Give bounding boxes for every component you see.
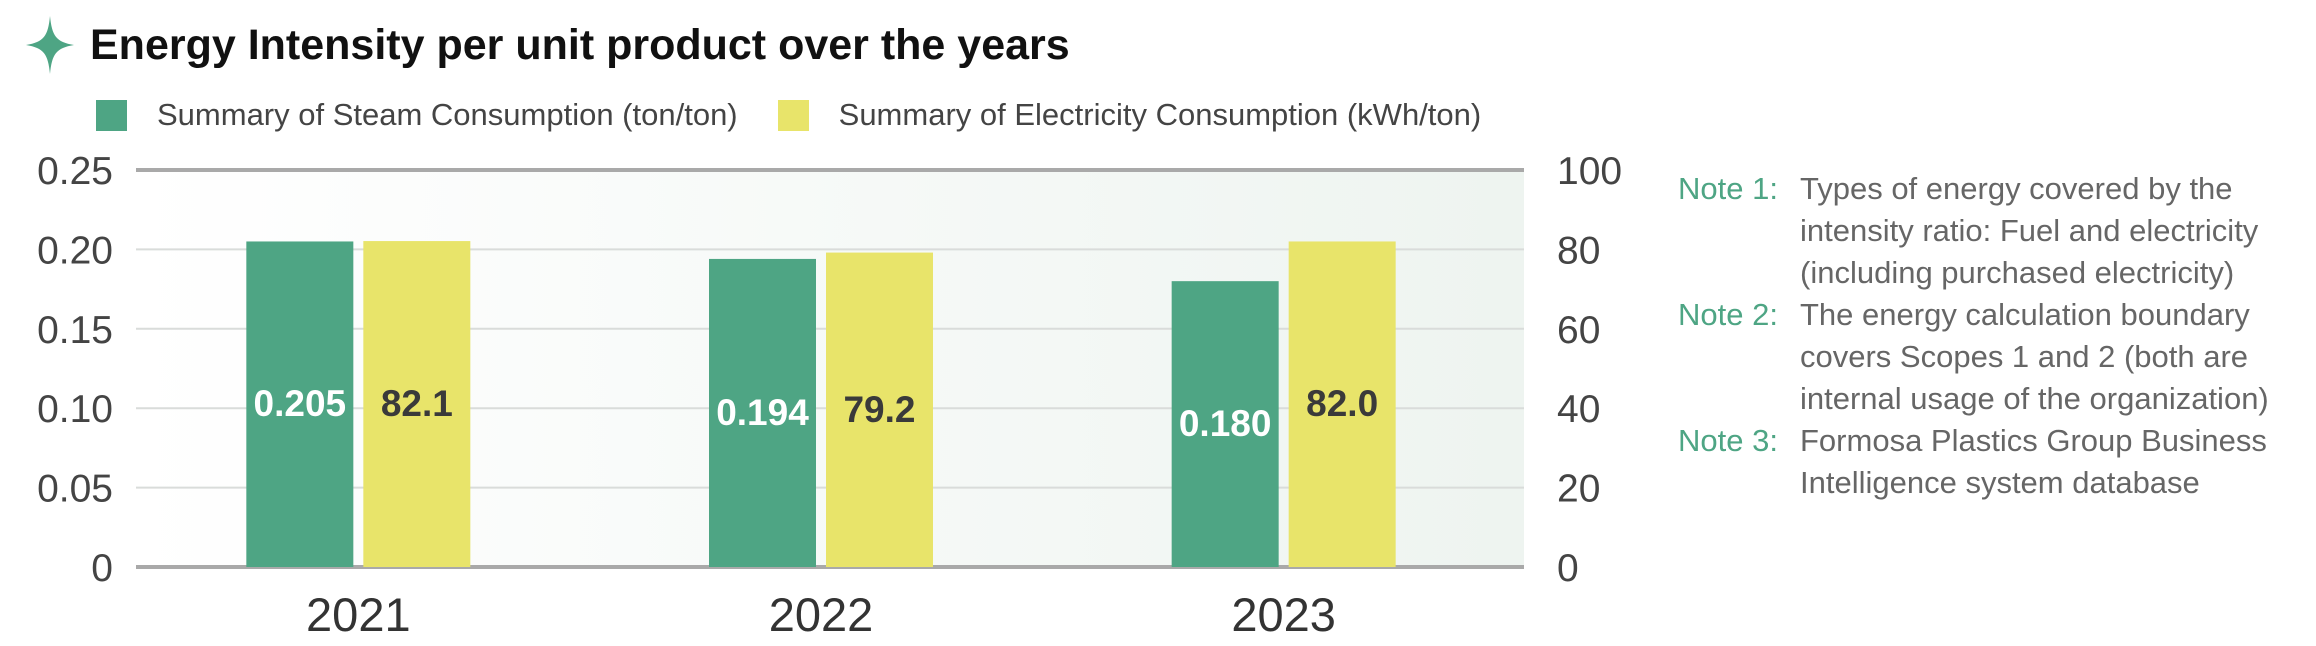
note-label: Note 3: (1678, 423, 1778, 458)
y-left-tick-label: 0.15 (37, 309, 113, 352)
note-item: Note 2: The energy calculation boundary … (1678, 294, 2298, 420)
legend-item-steam: Summary of Steam Consumption (ton/ton) (96, 97, 738, 133)
data-label-electricity: 79.2 (843, 389, 915, 430)
note-text: Formosa Plastics Group Business Intellig… (1800, 423, 2267, 500)
x-tick-label: 2021 (306, 588, 411, 641)
y-left-tick-label: 0.10 (37, 388, 113, 431)
y-left-tick-label: 0 (91, 547, 113, 590)
bar-chart: 0.205 82.1 0.194 79.2 0.180 82.0 0 0 0.05 20 0.10… (37, 150, 1622, 641)
data-label-steam: 0.205 (254, 383, 347, 424)
y-left-tick-label: 0.25 (37, 150, 113, 193)
data-label-electricity: 82.0 (1306, 383, 1378, 424)
bar-steam (709, 258, 816, 567)
legend-label-electricity: Summary of Electricity Consumption (kWh/… (838, 97, 1482, 132)
y-right-tick-label: 100 (1557, 150, 1622, 193)
note-label: Note 1: (1678, 171, 1778, 206)
y-right-tick-label: 80 (1557, 229, 1600, 272)
y-right-tick-label: 20 (1557, 468, 1600, 511)
bar-steam (246, 241, 354, 567)
bar-electricity (826, 252, 933, 567)
note-item: Note 1: Types of energy covered by the i… (1678, 168, 2298, 294)
x-tick-label: 2022 (769, 588, 874, 641)
y-left-tick-label: 0.05 (37, 468, 113, 511)
chart-title: Energy Intensity per unit product over t… (90, 20, 1070, 69)
legend-swatch-steam (96, 99, 127, 131)
legend-item-electricity: Summary of Electricity Consumption (kWh/… (777, 97, 1482, 133)
note-text: Types of energy covered by the intensity… (1800, 171, 2259, 290)
bar-electricity (363, 241, 471, 568)
four-point-star-icon (26, 16, 74, 74)
data-label-steam: 0.180 (1179, 403, 1272, 444)
bar-electricity (1288, 241, 1396, 567)
bar-steam (1171, 281, 1279, 567)
data-label-electricity: 82.1 (381, 383, 453, 424)
note-text: The energy calculation boundary covers S… (1800, 297, 2269, 416)
legend-label-steam: Summary of Steam Consumption (ton/ton) (157, 97, 738, 132)
notes-panel: Note 1: Types of energy covered by the i… (1678, 168, 2298, 504)
x-tick-label: 2023 (1231, 588, 1336, 641)
note-item: Note 3: Formosa Plastics Group Business … (1678, 420, 2298, 504)
y-right-tick-label: 40 (1557, 388, 1600, 431)
chart-legend: Summary of Steam Consumption (ton/ton) S… (96, 96, 1521, 134)
y-right-tick-label: 60 (1557, 309, 1600, 352)
y-left-tick-label: 0.20 (37, 229, 113, 272)
legend-swatch-electricity (777, 99, 809, 131)
chart-header: Energy Intensity per unit product over t… (24, 14, 1070, 76)
y-right-tick-label: 0 (1557, 547, 1579, 590)
data-label-steam: 0.194 (716, 392, 809, 433)
note-label: Note 2: (1678, 297, 1778, 332)
